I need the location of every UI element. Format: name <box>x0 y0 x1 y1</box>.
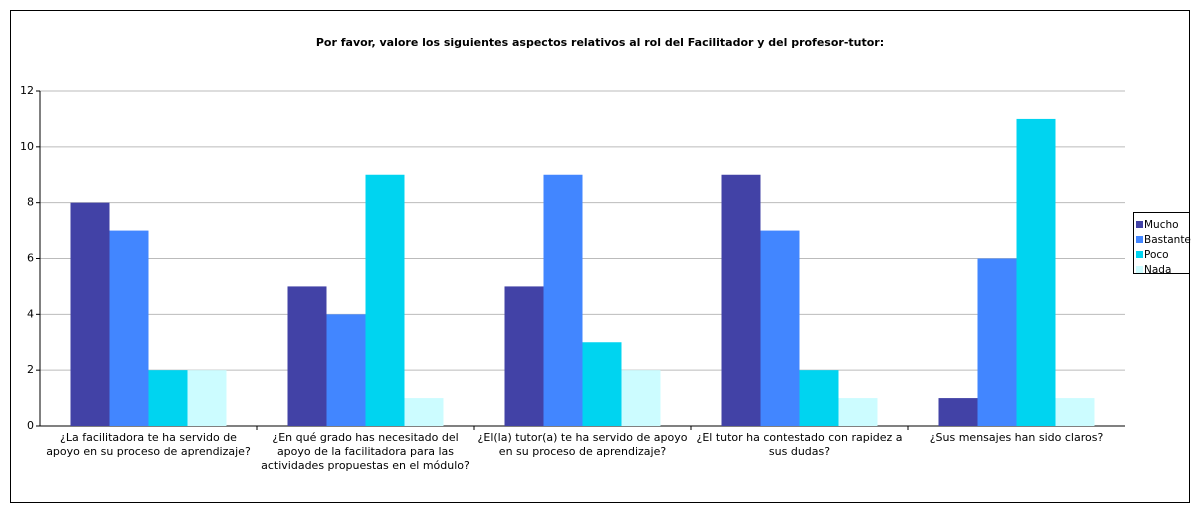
bar <box>109 230 149 426</box>
legend-label: Mucho <box>1144 219 1179 231</box>
bar <box>721 174 761 426</box>
x-tick-label: ¿En qué grado has necesitado del apoyo de… <box>261 431 470 472</box>
legend-swatch <box>1136 251 1143 258</box>
x-tick-label-line: en su proceso de aprendizaje? <box>499 445 667 458</box>
bar <box>148 370 188 426</box>
x-tick-label-line: apoyo en su proceso de aprendizaje? <box>46 445 251 458</box>
bar <box>977 258 1017 426</box>
y-tick-label: 10 <box>20 140 34 153</box>
bar <box>799 370 839 426</box>
legend-label: Poco <box>1144 249 1169 261</box>
x-tick-label: ¿La facilitadora te ha servido de apoyo e… <box>46 431 251 458</box>
bar <box>1055 398 1095 426</box>
y-tick-label: 12 <box>20 84 34 97</box>
x-tick-label-line: sus dudas? <box>769 445 830 458</box>
y-tick-label: 2 <box>27 363 34 376</box>
bar <box>582 342 622 426</box>
legend-swatch <box>1136 236 1143 243</box>
legend-label: Nada <box>1144 264 1171 276</box>
bar <box>504 286 544 426</box>
bar <box>621 370 661 426</box>
x-tick-label-line: actividades propuestas en el módulo? <box>261 459 470 472</box>
x-tick-label-line: apoyo de la facilitadora para las <box>277 445 454 458</box>
y-tick-label: 6 <box>27 252 34 265</box>
x-tick-label: ¿El tutor ha contestado con rapidez a sus… <box>696 431 902 458</box>
legend-label: Bastante <box>1144 234 1191 246</box>
bar <box>938 398 978 426</box>
bar <box>1016 118 1056 427</box>
x-tick-label-line: ¿En qué grado has necesitado del <box>272 431 458 444</box>
bar <box>760 230 800 426</box>
y-tick-label: 0 <box>27 419 34 432</box>
x-tick-label-line: ¿Sus mensajes han sido claros? <box>930 431 1104 444</box>
y-tick-label: 4 <box>27 307 34 320</box>
bar <box>187 370 227 426</box>
chart-title: Por favor, valore los siguientes aspecto… <box>316 36 884 49</box>
legend-swatch <box>1136 266 1143 273</box>
x-tick-label: ¿El(la) tutor(a) te ha servido de apoyo e… <box>478 431 688 458</box>
bar <box>287 286 327 426</box>
chart-frame <box>10 10 1190 503</box>
x-tick-label-line: ¿La facilitadora te ha servido de <box>60 431 237 444</box>
bar <box>365 174 405 426</box>
bar <box>326 314 366 426</box>
bar <box>543 174 583 426</box>
bar <box>838 398 878 426</box>
x-tick-label-line: ¿El tutor ha contestado con rapidez a <box>696 431 902 444</box>
x-tick-label: ¿Sus mensajes han sido claros? <box>930 431 1104 444</box>
x-tick-label-line: ¿El(la) tutor(a) te ha servido de apoyo <box>478 431 688 444</box>
legend-swatch <box>1136 221 1143 228</box>
bar <box>404 398 444 426</box>
y-tick-label: 8 <box>27 196 34 209</box>
bar <box>70 202 110 426</box>
